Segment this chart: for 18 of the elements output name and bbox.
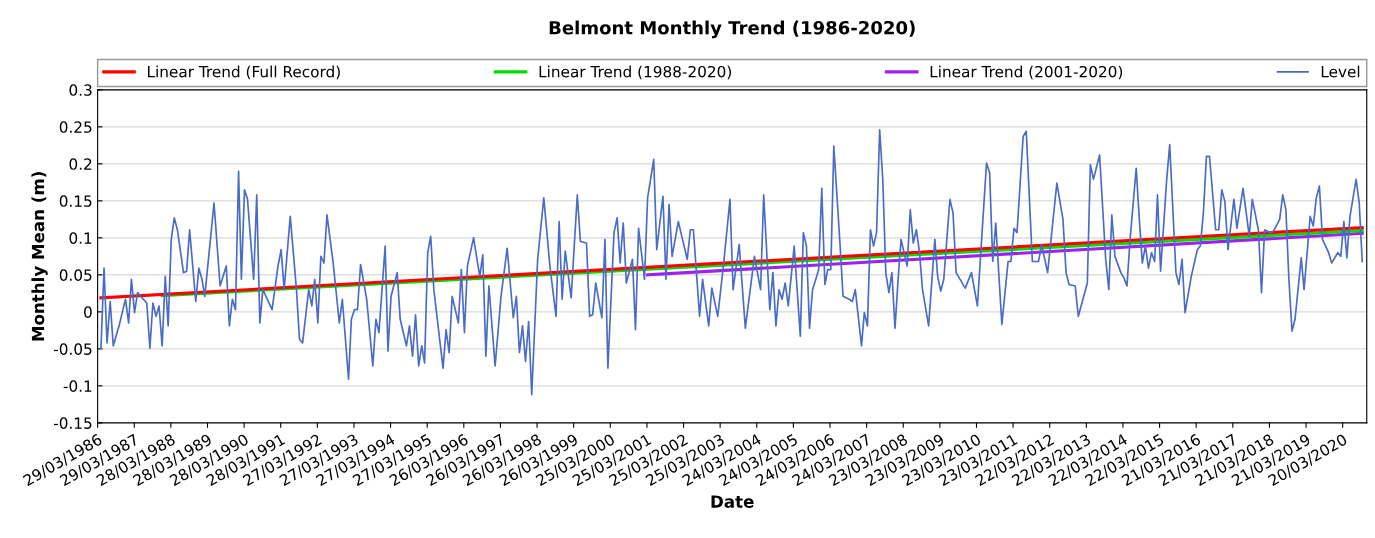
y-tick-label: 0.25 [59,121,92,133]
y-tick-label: 0.3 [69,84,92,96]
y-tick-label: -0.1 [63,380,92,392]
y-tick-label: 0.05 [59,269,92,281]
chart-title: Belmont Monthly Trend (1986-2020) [549,20,915,39]
y-tick-label: -0.15 [53,417,92,429]
legend-label: Linear Trend (1988-2020) [539,65,731,80]
legend-label: Linear Trend (Full Record) [148,65,340,80]
x-axis-title: Date [711,495,754,508]
y-tick-label: 0.1 [69,232,92,244]
y-axis-title: Monthly Mean (m) [31,172,48,341]
y-tick-label: 0.2 [69,158,92,170]
legend-label: Linear Trend (2001-2020) [930,65,1123,80]
line-series [100,128,1364,396]
y-tick-label: -0.05 [53,343,92,355]
legend-label: Level [1321,65,1360,78]
y-tick-label: 0.15 [59,195,92,207]
y-tick-label: 0 [84,306,92,318]
